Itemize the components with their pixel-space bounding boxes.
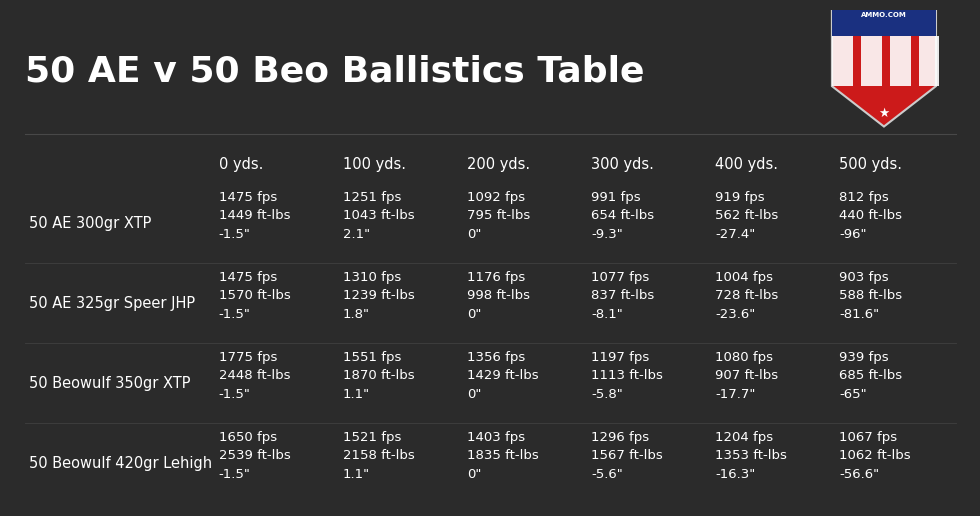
Text: 1296 fps
1567 ft-lbs
-5.6": 1296 fps 1567 ft-lbs -5.6" xyxy=(591,431,662,481)
Text: 1251 fps
1043 ft-lbs
2.1": 1251 fps 1043 ft-lbs 2.1" xyxy=(343,191,415,241)
Polygon shape xyxy=(860,36,882,86)
Polygon shape xyxy=(890,36,910,86)
Polygon shape xyxy=(832,10,936,126)
Text: 50 AE v 50 Beo Ballistics Table: 50 AE v 50 Beo Ballistics Table xyxy=(24,54,644,88)
Text: 1521 fps
2158 ft-lbs
1.1": 1521 fps 2158 ft-lbs 1.1" xyxy=(343,431,415,481)
Polygon shape xyxy=(832,10,936,36)
Text: AMMO.COM: AMMO.COM xyxy=(861,12,906,19)
Text: 1176 fps
998 ft-lbs
0": 1176 fps 998 ft-lbs 0" xyxy=(466,271,530,321)
Text: 812 fps
440 ft-lbs
-96": 812 fps 440 ft-lbs -96" xyxy=(839,191,903,241)
Text: 1077 fps
837 ft-lbs
-8.1": 1077 fps 837 ft-lbs -8.1" xyxy=(591,271,655,321)
Text: 50 AE 325gr Speer JHP: 50 AE 325gr Speer JHP xyxy=(29,296,196,311)
Text: 50 Beowulf 350gr XTP: 50 Beowulf 350gr XTP xyxy=(29,376,191,391)
Text: ★: ★ xyxy=(878,106,890,120)
Text: 903 fps
588 ft-lbs
-81.6": 903 fps 588 ft-lbs -81.6" xyxy=(839,271,903,321)
Text: 1204 fps
1353 ft-lbs
-16.3": 1204 fps 1353 ft-lbs -16.3" xyxy=(715,431,787,481)
Text: 1067 fps
1062 ft-lbs
-56.6": 1067 fps 1062 ft-lbs -56.6" xyxy=(839,431,910,481)
Polygon shape xyxy=(910,36,918,86)
Polygon shape xyxy=(882,36,890,86)
Text: 1551 fps
1870 ft-lbs
1.1": 1551 fps 1870 ft-lbs 1.1" xyxy=(343,351,415,401)
Text: 50 AE 300gr XTP: 50 AE 300gr XTP xyxy=(29,216,152,231)
Polygon shape xyxy=(832,36,853,86)
Text: 1650 fps
2539 ft-lbs
-1.5": 1650 fps 2539 ft-lbs -1.5" xyxy=(219,431,290,481)
Text: 1080 fps
907 ft-lbs
-17.7": 1080 fps 907 ft-lbs -17.7" xyxy=(715,351,778,401)
Polygon shape xyxy=(918,36,940,86)
Text: 991 fps
654 ft-lbs
-9.3": 991 fps 654 ft-lbs -9.3" xyxy=(591,191,654,241)
Text: 1356 fps
1429 ft-lbs
0": 1356 fps 1429 ft-lbs 0" xyxy=(466,351,538,401)
Text: 1197 fps
1113 ft-lbs
-5.8": 1197 fps 1113 ft-lbs -5.8" xyxy=(591,351,662,401)
Text: 1004 fps
728 ft-lbs
-23.6": 1004 fps 728 ft-lbs -23.6" xyxy=(715,271,778,321)
Text: 1475 fps
1570 ft-lbs
-1.5": 1475 fps 1570 ft-lbs -1.5" xyxy=(219,271,290,321)
Text: 939 fps
685 ft-lbs
-65": 939 fps 685 ft-lbs -65" xyxy=(839,351,903,401)
Text: 1775 fps
2448 ft-lbs
-1.5": 1775 fps 2448 ft-lbs -1.5" xyxy=(219,351,290,401)
Text: 400 yds.: 400 yds. xyxy=(715,157,778,172)
Text: 1475 fps
1449 ft-lbs
-1.5": 1475 fps 1449 ft-lbs -1.5" xyxy=(219,191,290,241)
Text: 1310 fps
1239 ft-lbs
1.8": 1310 fps 1239 ft-lbs 1.8" xyxy=(343,271,415,321)
Text: 1403 fps
1835 ft-lbs
0": 1403 fps 1835 ft-lbs 0" xyxy=(466,431,539,481)
Text: 1092 fps
795 ft-lbs
0": 1092 fps 795 ft-lbs 0" xyxy=(466,191,530,241)
Text: 919 fps
562 ft-lbs
-27.4": 919 fps 562 ft-lbs -27.4" xyxy=(715,191,778,241)
Text: 50 Beowulf 420gr Lehigh: 50 Beowulf 420gr Lehigh xyxy=(29,456,213,471)
Text: 0 yds.: 0 yds. xyxy=(219,157,263,172)
Text: 100 yds.: 100 yds. xyxy=(343,157,406,172)
Text: 200 yds.: 200 yds. xyxy=(466,157,530,172)
Text: 500 yds.: 500 yds. xyxy=(839,157,903,172)
Text: 300 yds.: 300 yds. xyxy=(591,157,654,172)
Polygon shape xyxy=(853,36,860,86)
